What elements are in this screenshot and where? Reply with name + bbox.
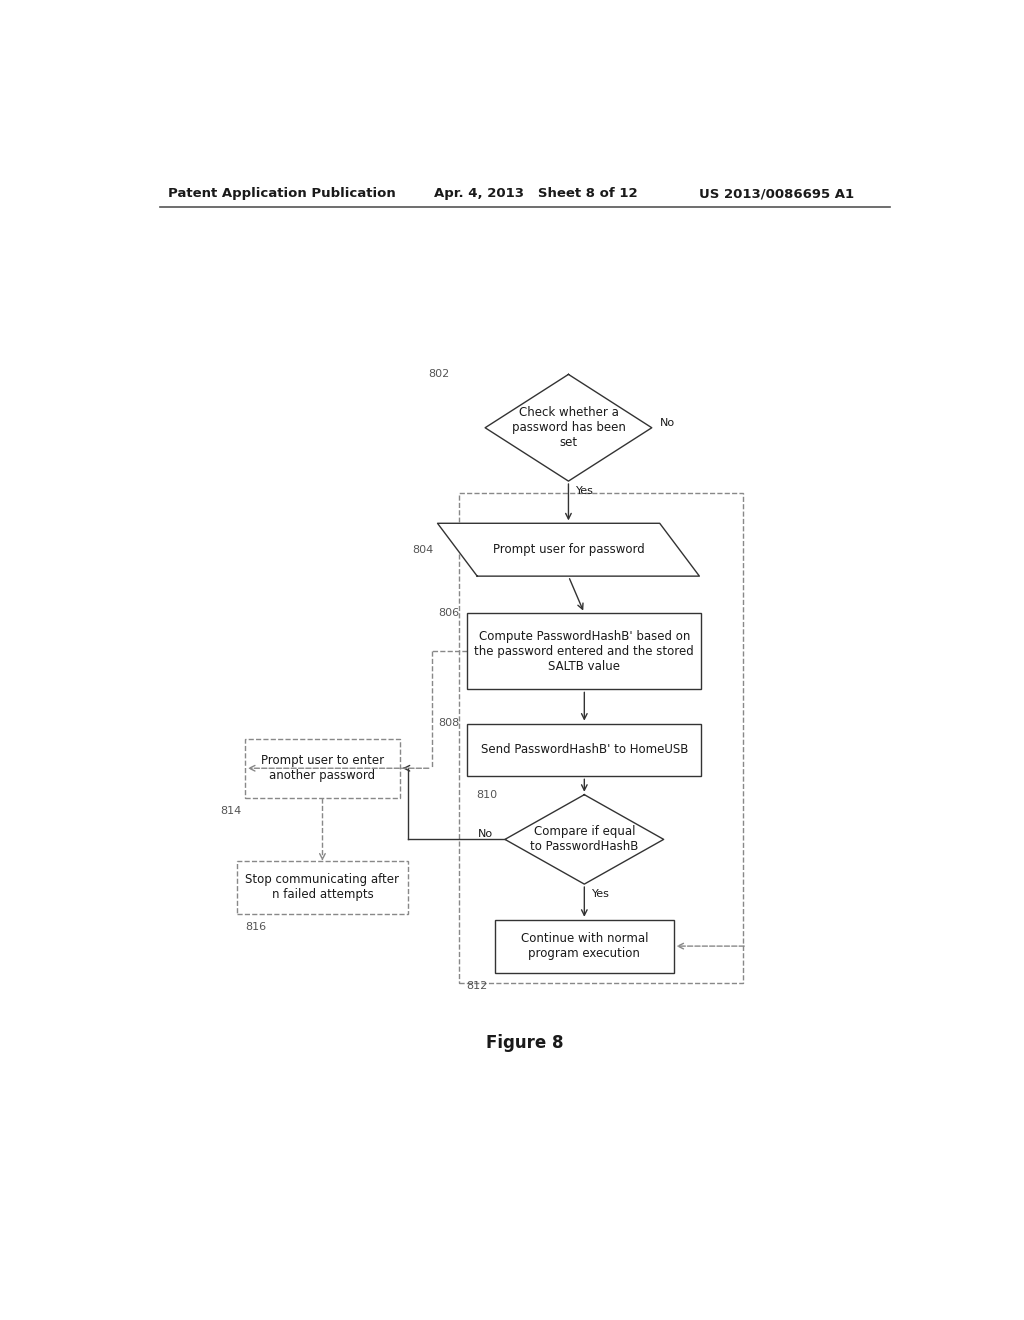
- Bar: [467, 614, 701, 689]
- Text: Prompt user for password: Prompt user for password: [493, 544, 644, 556]
- Text: No: No: [659, 417, 675, 428]
- Text: Send PasswordHashB' to HomeUSB: Send PasswordHashB' to HomeUSB: [480, 743, 688, 756]
- Text: 814: 814: [220, 805, 241, 816]
- Polygon shape: [485, 375, 652, 480]
- Text: Yes: Yes: [592, 890, 610, 899]
- Bar: [467, 723, 701, 776]
- Text: 806: 806: [438, 609, 460, 618]
- Text: Yes: Yes: [577, 486, 594, 496]
- Text: 810: 810: [476, 789, 497, 800]
- Text: Continue with normal
program execution: Continue with normal program execution: [520, 932, 648, 960]
- Text: Patent Application Publication: Patent Application Publication: [168, 187, 395, 201]
- Text: Figure 8: Figure 8: [486, 1034, 563, 1052]
- Text: 802: 802: [428, 370, 450, 379]
- Bar: [495, 920, 674, 973]
- Text: Compute PasswordHashB' based on
the password entered and the stored
SALTB value: Compute PasswordHashB' based on the pass…: [474, 630, 694, 673]
- Text: 816: 816: [245, 921, 266, 932]
- Text: Apr. 4, 2013   Sheet 8 of 12: Apr. 4, 2013 Sheet 8 of 12: [433, 187, 637, 201]
- Text: 812: 812: [466, 981, 487, 991]
- Text: Stop communicating after
n failed attempts: Stop communicating after n failed attemp…: [246, 873, 399, 902]
- Text: No: No: [478, 829, 494, 840]
- Bar: [238, 861, 408, 913]
- Text: Prompt user to enter
another password: Prompt user to enter another password: [261, 754, 384, 783]
- Text: 804: 804: [413, 545, 433, 554]
- Polygon shape: [437, 523, 699, 576]
- Text: 808: 808: [438, 718, 460, 729]
- Bar: [245, 739, 399, 797]
- Polygon shape: [505, 795, 664, 884]
- Text: Check whether a
password has been
set: Check whether a password has been set: [512, 407, 626, 449]
- Text: Compare if equal
to PasswordHashB: Compare if equal to PasswordHashB: [530, 825, 639, 854]
- Text: US 2013/0086695 A1: US 2013/0086695 A1: [699, 187, 854, 201]
- Bar: [460, 492, 743, 982]
